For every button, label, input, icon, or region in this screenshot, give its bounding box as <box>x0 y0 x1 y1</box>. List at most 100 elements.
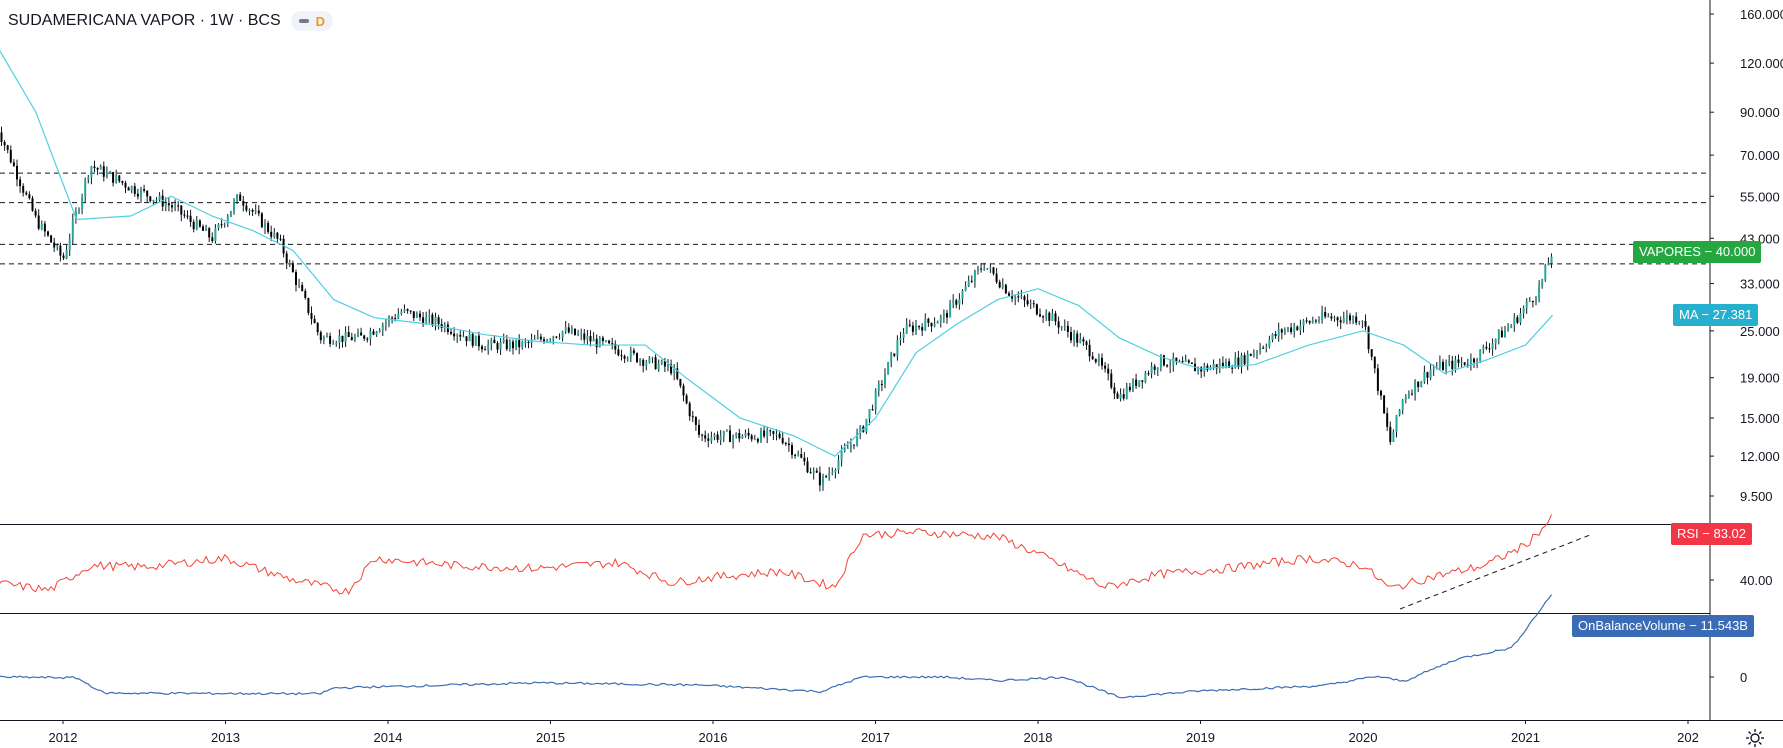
candle-body <box>12 162 15 166</box>
candle-body <box>986 267 989 269</box>
time-tick-label: 2013 <box>211 730 240 745</box>
candle-body <box>883 374 886 385</box>
candle-body <box>1494 339 1497 344</box>
candle-body <box>964 286 967 291</box>
time-tick-label: 2021 <box>1511 730 1540 745</box>
candle-body <box>992 267 995 274</box>
horizontal-lines <box>0 172 1706 265</box>
candle-body <box>1178 360 1181 362</box>
candle-body <box>778 433 781 438</box>
candle-body <box>1271 334 1274 340</box>
candle-body <box>1073 333 1076 341</box>
candle-body <box>232 201 235 211</box>
time-tick-label: 2018 <box>1024 730 1053 745</box>
candle-body <box>288 263 291 265</box>
candle-body <box>1091 356 1094 360</box>
candle-body <box>143 189 146 191</box>
settings-gear-icon[interactable] <box>1745 728 1765 748</box>
symbol-title[interactable]: SUDAMERICANA VAPOR · 1W · BCS <box>8 12 281 29</box>
candle-body <box>1541 279 1544 287</box>
candle-body <box>149 196 152 202</box>
candle-body <box>462 336 465 338</box>
rsi-tag: RSI − 83.02 <box>1671 523 1753 545</box>
candle-body <box>570 328 573 333</box>
candle-body <box>1330 316 1333 319</box>
candle-body <box>121 181 124 183</box>
candle-body <box>1544 265 1547 280</box>
candle-body <box>1519 313 1522 323</box>
candle-body <box>1293 326 1296 333</box>
candle-body <box>1280 329 1283 333</box>
candle-body <box>276 232 279 239</box>
candle-body <box>849 444 852 448</box>
candle-body <box>1466 364 1469 366</box>
candle-body <box>542 339 545 343</box>
candle-body <box>797 454 800 456</box>
candle-body <box>899 337 902 341</box>
candle-body <box>1004 284 1007 294</box>
chart-header: SUDAMERICANA VAPOR · 1W · BCS D <box>8 10 334 32</box>
candle-body <box>626 358 629 360</box>
candle-body <box>933 323 936 327</box>
candle-body <box>341 335 344 342</box>
candle-body <box>508 341 511 350</box>
candle-body <box>1100 357 1103 366</box>
candle-body <box>1066 325 1069 333</box>
candle-body <box>1420 381 1423 388</box>
candle-body <box>1063 325 1066 327</box>
candle-body <box>298 284 301 286</box>
candle-body <box>927 318 930 323</box>
candle-body <box>1252 352 1255 356</box>
candle-body <box>629 350 632 359</box>
candle-body <box>1460 362 1463 364</box>
candle-body <box>279 238 282 240</box>
time-tick-label: 2020 <box>1349 730 1378 745</box>
candle-body <box>0 132 3 142</box>
rsi-trendline <box>1399 534 1591 610</box>
candle-body <box>350 336 353 341</box>
candle-body <box>803 457 806 462</box>
candle-body <box>84 179 87 197</box>
candle-body <box>1181 360 1184 363</box>
candle-body <box>1286 327 1289 330</box>
candle-body <box>1122 394 1125 399</box>
candle-body <box>1113 387 1116 394</box>
candle-body <box>651 357 654 359</box>
candle-body <box>158 195 161 200</box>
candle-body <box>1510 325 1513 328</box>
candle-body <box>800 454 803 458</box>
candle-body <box>236 194 239 202</box>
candle-body <box>245 205 248 211</box>
candle-body <box>1221 362 1224 367</box>
candle-body <box>1314 320 1317 322</box>
candle-body <box>1007 293 1010 296</box>
candle-body <box>1085 341 1088 345</box>
candle-body <box>397 314 400 319</box>
candle-body <box>1491 343 1494 349</box>
candle-body <box>1448 360 1451 364</box>
indicator-pill[interactable]: D <box>290 11 334 31</box>
candle-body <box>697 424 700 435</box>
candle-body <box>1525 301 1528 308</box>
candle-body <box>468 333 471 342</box>
candle-body <box>291 263 294 273</box>
candle-body <box>598 337 601 348</box>
candle-body <box>1355 316 1358 323</box>
candle-body <box>186 215 189 217</box>
candle-body <box>273 232 276 237</box>
candle-body <box>905 324 908 334</box>
candle-body <box>1472 358 1475 363</box>
candle-body <box>493 339 496 344</box>
candle-body <box>499 342 502 350</box>
candle-body <box>1386 413 1389 427</box>
candle-body <box>654 357 657 370</box>
candle-body <box>753 438 756 440</box>
rsi-tick-label: 40.00 <box>1740 573 1773 588</box>
candle-body <box>198 220 201 227</box>
candle-body <box>124 182 127 188</box>
candle-body <box>874 390 877 410</box>
candle-body <box>68 238 71 251</box>
candle-body <box>1401 399 1404 410</box>
candle-body <box>1026 300 1029 305</box>
